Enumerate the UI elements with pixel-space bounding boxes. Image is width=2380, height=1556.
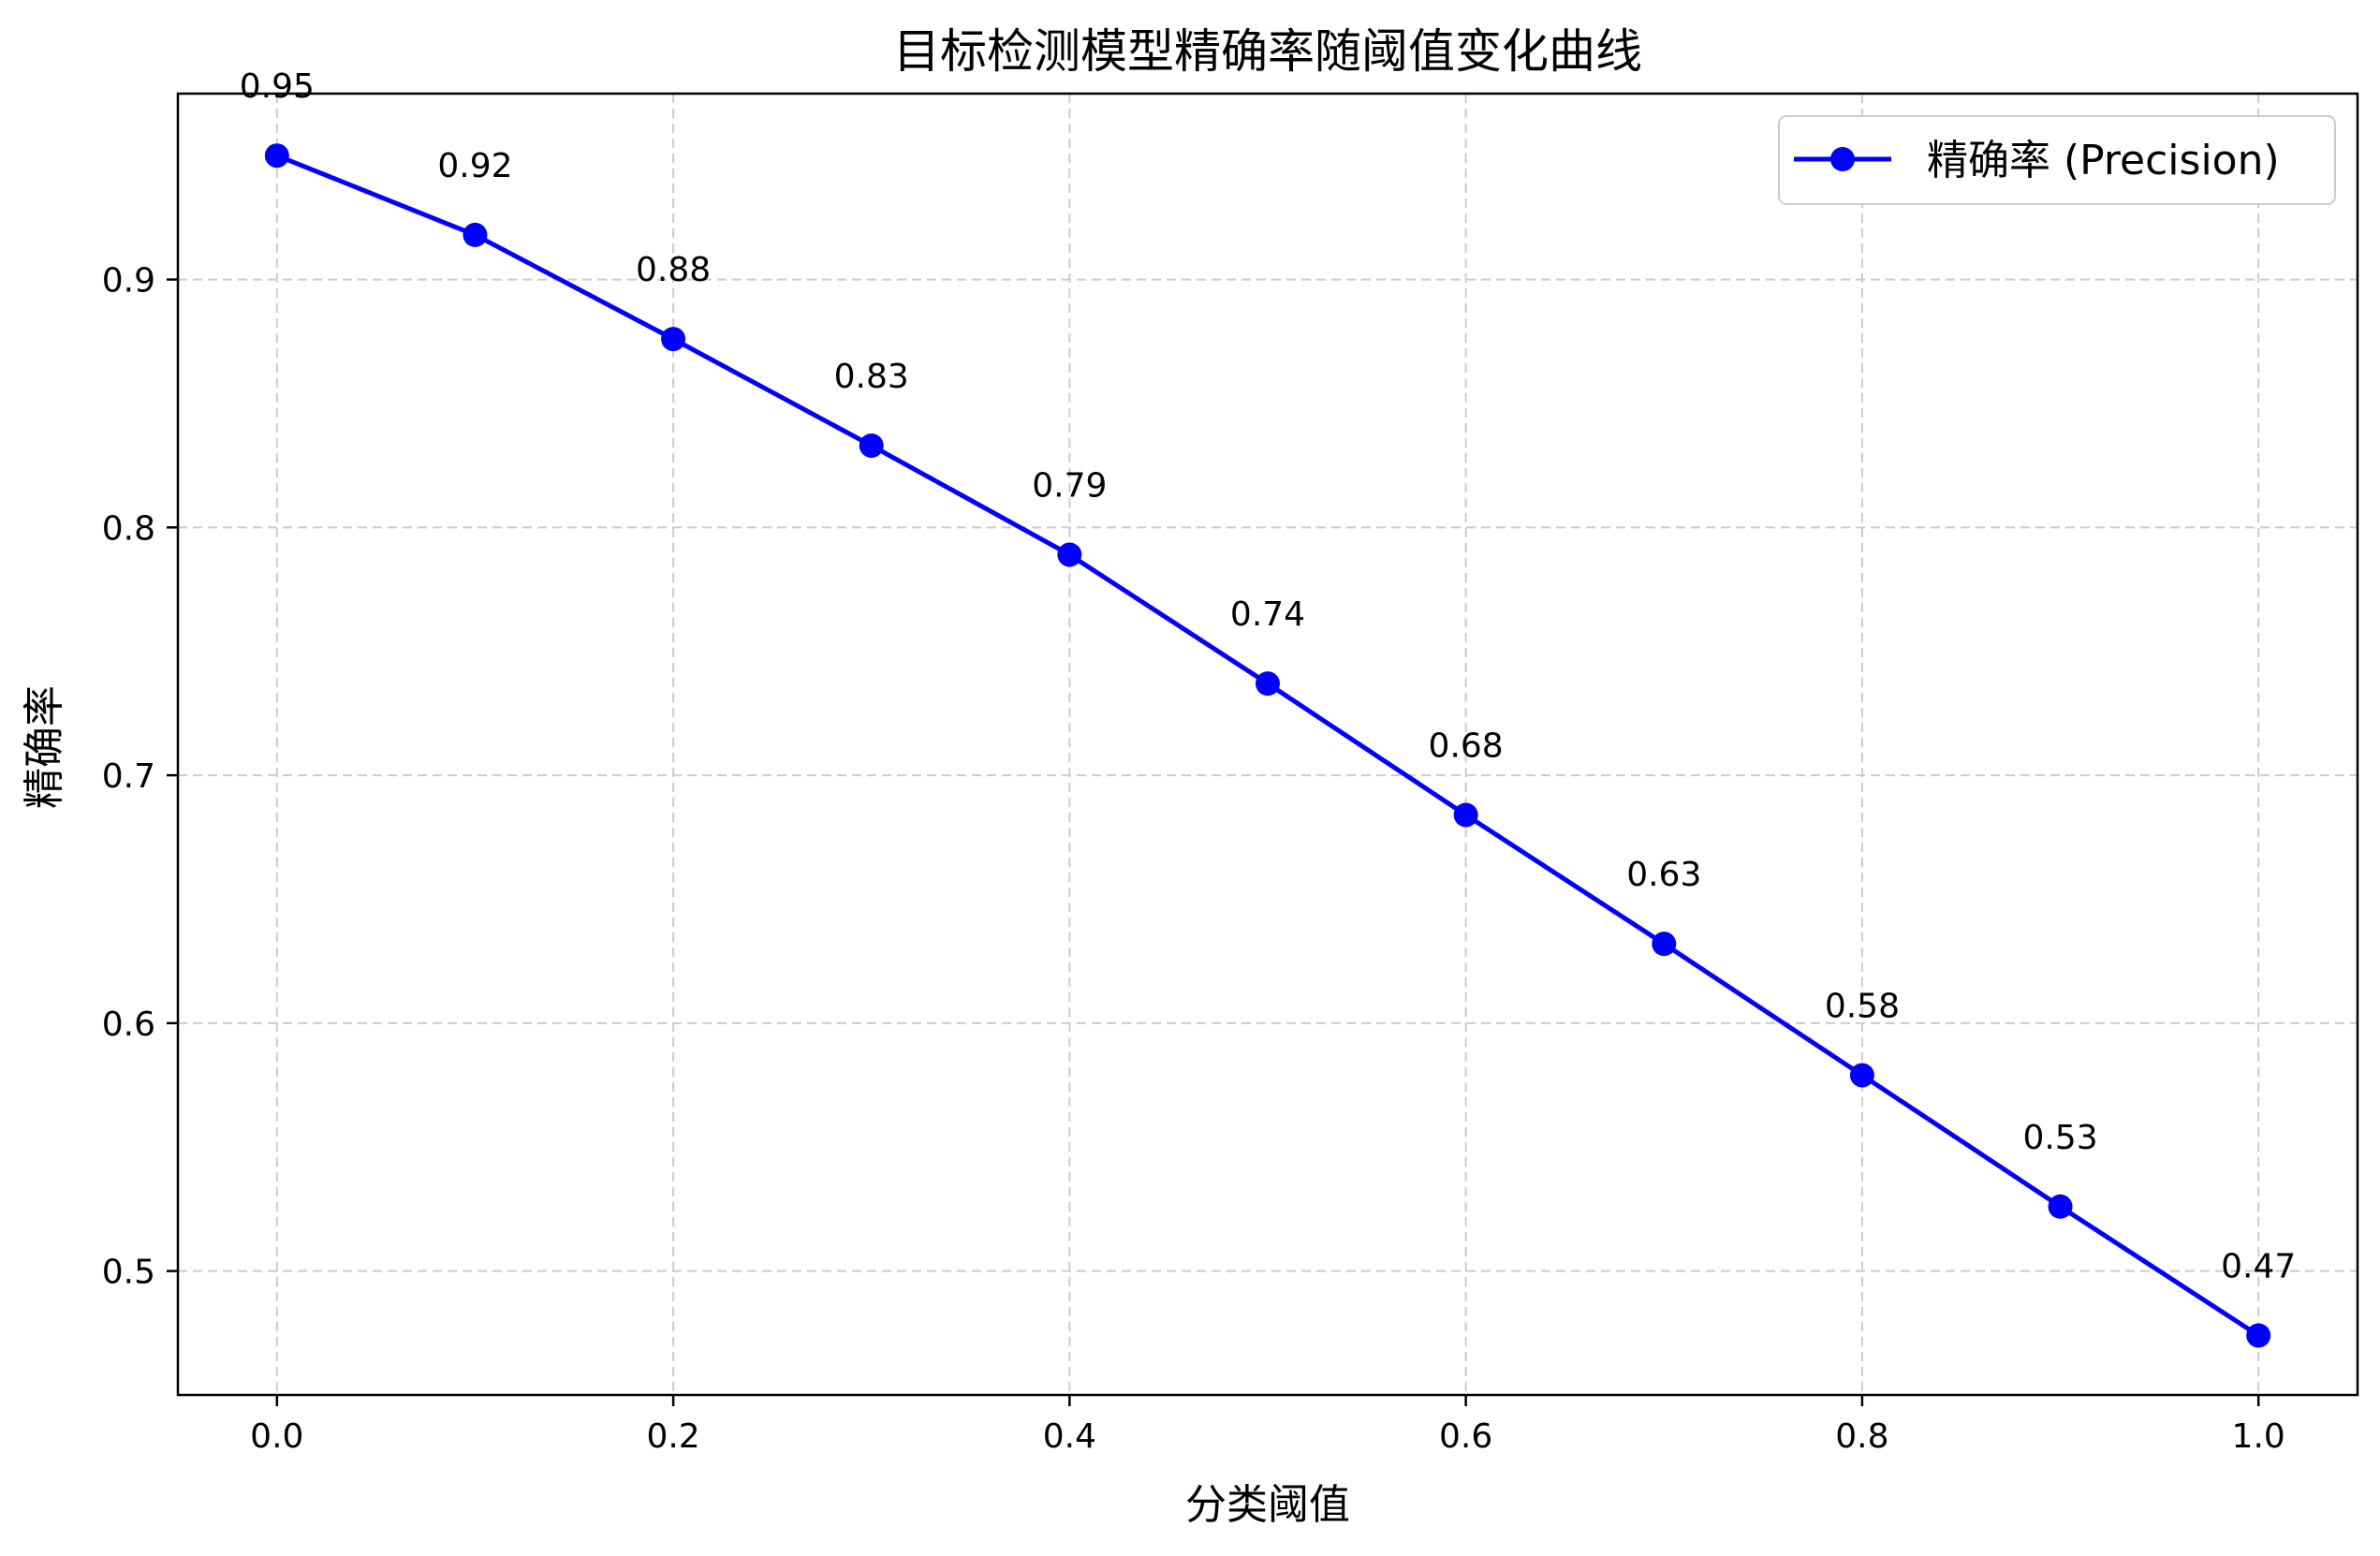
chart-title: 目标检测模型精确率随阈值变化曲线 bbox=[893, 24, 1642, 79]
data-label: 0.79 bbox=[1032, 466, 1107, 505]
legend-label: 精确率 (Precision) bbox=[1927, 137, 2280, 184]
data-label: 0.53 bbox=[2022, 1119, 2097, 1157]
series bbox=[264, 143, 2271, 1348]
plot-frame bbox=[176, 92, 2359, 1397]
grid bbox=[178, 94, 2358, 1395]
y-tick-label: 0.9 bbox=[102, 262, 155, 301]
x-tick-label: 0.2 bbox=[646, 1417, 699, 1456]
data-label: 0.68 bbox=[1429, 727, 1504, 765]
data-labels: 0.95 0.92 0.88 0.83 0.79 0.74 0.68 0.63 0.58 0.53… bbox=[240, 67, 2297, 1285]
data-point bbox=[1453, 802, 1478, 828]
data-point bbox=[1057, 542, 1082, 567]
data-label: 0.83 bbox=[834, 358, 909, 396]
x-tick-label: 0.0 bbox=[250, 1417, 303, 1456]
data-label: 0.88 bbox=[636, 251, 711, 289]
x-tick-label: 0.4 bbox=[1043, 1417, 1096, 1456]
data-label: 0.58 bbox=[1825, 987, 1900, 1025]
data-label: 0.74 bbox=[1230, 595, 1305, 634]
y-tick-label: 0.6 bbox=[102, 1006, 155, 1044]
y-tick-label: 0.5 bbox=[102, 1254, 155, 1292]
data-point bbox=[264, 143, 289, 169]
legend-marker-swatch bbox=[1830, 147, 1855, 171]
data-point bbox=[2048, 1194, 2073, 1219]
x-tick-label: 0.6 bbox=[1439, 1417, 1492, 1456]
data-point bbox=[1256, 671, 1280, 697]
data-point bbox=[1849, 1063, 1874, 1088]
data-label: 0.95 bbox=[240, 67, 315, 106]
y-axis-title: 精确率 bbox=[21, 685, 68, 809]
legend-box bbox=[1778, 115, 2336, 205]
data-point bbox=[1652, 932, 1677, 957]
x-tick-label: 1.0 bbox=[2232, 1417, 2285, 1456]
data-point bbox=[2246, 1323, 2271, 1348]
data-point bbox=[463, 222, 488, 247]
legend: 精确率 (Precision) bbox=[1778, 115, 2336, 205]
x-tick-label: 0.8 bbox=[1835, 1417, 1888, 1456]
y-tick-label: 0.8 bbox=[102, 509, 155, 548]
data-point bbox=[859, 433, 884, 458]
data-label: 0.47 bbox=[2221, 1247, 2296, 1285]
y-tick-label: 0.7 bbox=[102, 757, 155, 796]
data-label: 0.63 bbox=[1626, 856, 1701, 894]
data-point bbox=[661, 327, 686, 352]
axes: 0.0 0.2 0.4 0.6 0.8 1.0 0.5 0.6 0.7 0.8 0.9 bbox=[102, 92, 2359, 1456]
x-axis-title: 分类阈值 bbox=[1185, 1481, 1350, 1529]
data-label: 0.92 bbox=[437, 147, 512, 185]
